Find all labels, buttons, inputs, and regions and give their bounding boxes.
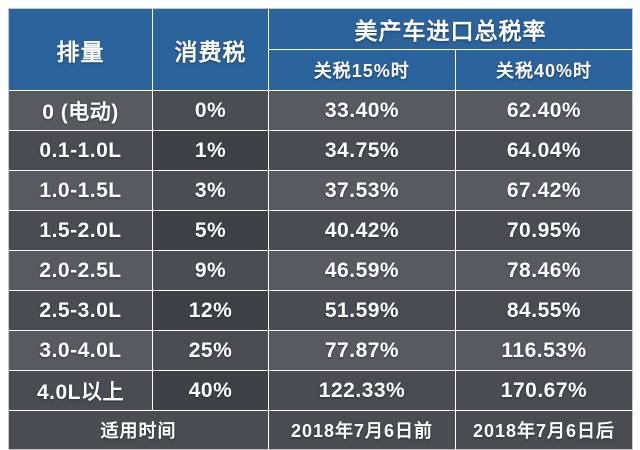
- header-tariff-15: 关税15%时: [268, 49, 456, 91]
- displacement-cell: 1.0-1.5L: [8, 170, 153, 211]
- rate-15-cell: 40.42%: [268, 210, 456, 251]
- displacement-cell: 4.0L以上: [8, 370, 153, 411]
- table-row: 2.5-3.0L 12% 51.59% 84.55%: [8, 290, 633, 331]
- header-consumption-tax: 消费税: [152, 8, 269, 91]
- footer-date-before: 2018年7月6日前: [268, 410, 456, 450]
- rate-15-cell: 122.33%: [268, 370, 456, 411]
- rate-40-cell: 62.40%: [455, 90, 633, 131]
- table-row: 0.1-1.0L 1% 34.75% 64.04%: [8, 130, 633, 171]
- rate-15-cell: 77.87%: [268, 330, 456, 371]
- import-tax-rate-table: 排量 消费税 美产车进口总税率 关税15%时 关税40%时 0 (电动) 0% …: [8, 8, 633, 450]
- consumption-tax-cell: 0%: [152, 90, 269, 131]
- displacement-cell: 0 (电动): [8, 90, 153, 131]
- header-row-top: 排量 消费税 美产车进口总税率: [8, 8, 633, 91]
- displacement-cell: 1.5-2.0L: [8, 210, 153, 251]
- table-row: 3.0-4.0L 25% 77.87% 116.53%: [8, 330, 633, 371]
- rate-40-cell: 67.42%: [455, 170, 633, 211]
- consumption-tax-cell: 1%: [152, 130, 269, 171]
- table-body: 0 (电动) 0% 33.40% 62.40% 0.1-1.0L 1% 34.7…: [8, 90, 633, 411]
- header-row-sub: 关税15%时 关税40%时: [9, 49, 633, 91]
- footer-label: 适用时间: [8, 410, 269, 450]
- consumption-tax-cell: 5%: [152, 210, 269, 251]
- rate-15-cell: 51.59%: [268, 290, 456, 331]
- consumption-tax-cell: 3%: [152, 170, 269, 211]
- table-row: 1.0-1.5L 3% 37.53% 67.42%: [8, 170, 633, 211]
- header-tariff-40: 关税40%时: [455, 49, 633, 91]
- rate-15-cell: 37.53%: [268, 170, 456, 211]
- header-displacement: 排量: [8, 8, 153, 91]
- rate-40-cell: 84.55%: [455, 290, 633, 331]
- table-row: 2.0-2.5L 9% 46.59% 78.46%: [8, 250, 633, 291]
- header-total-rate-group: 美产车进口总税率: [268, 8, 633, 50]
- displacement-cell: 2.5-3.0L: [8, 290, 153, 331]
- rate-40-cell: 64.04%: [455, 130, 633, 171]
- consumption-tax-cell: 12%: [152, 290, 269, 331]
- footer-row: 适用时间 2018年7月6日前 2018年7月6日后: [8, 410, 633, 450]
- table-row: 0 (电动) 0% 33.40% 62.40%: [8, 90, 633, 131]
- consumption-tax-cell: 9%: [152, 250, 269, 291]
- displacement-cell: 2.0-2.5L: [8, 250, 153, 291]
- table-header: 排量 消费税 美产车进口总税率 关税15%时 关税40%时: [8, 8, 633, 91]
- rate-40-cell: 170.67%: [455, 370, 633, 411]
- consumption-tax-cell: 25%: [152, 330, 269, 371]
- footer-date-after: 2018年7月6日后: [455, 410, 633, 450]
- table-row: 4.0L以上 40% 122.33% 170.67%: [8, 370, 633, 411]
- table-footer: 适用时间 2018年7月6日前 2018年7月6日后: [8, 410, 633, 450]
- displacement-cell: 0.1-1.0L: [8, 130, 153, 171]
- displacement-cell: 3.0-4.0L: [8, 330, 153, 371]
- rate-40-cell: 70.95%: [455, 210, 633, 251]
- rate-15-cell: 33.40%: [268, 90, 456, 131]
- rate-40-cell: 116.53%: [455, 330, 633, 371]
- table-row: 1.5-2.0L 5% 40.42% 70.95%: [8, 210, 633, 251]
- consumption-tax-cell: 40%: [152, 370, 269, 411]
- rate-15-cell: 46.59%: [268, 250, 456, 291]
- rate-15-cell: 34.75%: [268, 130, 456, 171]
- rate-40-cell: 78.46%: [455, 250, 633, 291]
